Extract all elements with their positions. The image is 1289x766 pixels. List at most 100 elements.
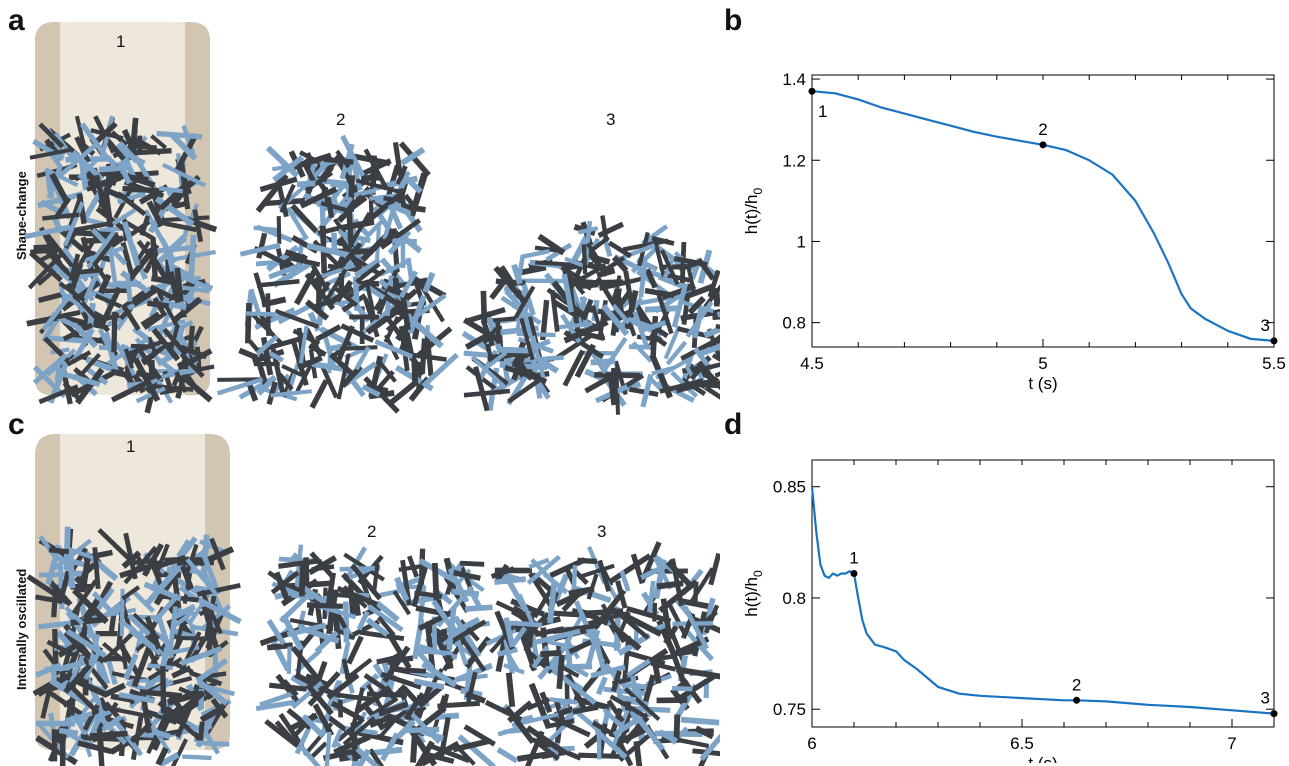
series-line	[810, 486, 1275, 715]
rod	[363, 673, 397, 698]
rod	[711, 353, 720, 362]
rod	[363, 148, 389, 191]
rod	[414, 740, 435, 766]
rod	[217, 377, 262, 382]
rod	[121, 128, 138, 155]
rod	[42, 212, 80, 221]
rod	[197, 597, 242, 625]
rod	[306, 602, 343, 609]
rod	[279, 183, 296, 214]
rod	[463, 350, 489, 358]
rod	[671, 282, 689, 328]
plot-frame	[811, 74, 1275, 348]
rod	[339, 641, 351, 675]
x-tick-label: 5	[1038, 354, 1047, 373]
rod	[323, 156, 354, 165]
rod	[298, 563, 306, 597]
rod	[116, 191, 147, 205]
rod	[298, 325, 309, 364]
rod	[143, 313, 164, 330]
rod	[410, 293, 447, 322]
rod	[71, 149, 105, 182]
rod	[256, 362, 269, 388]
rod	[245, 311, 277, 317]
rod	[270, 389, 312, 398]
rod	[79, 558, 91, 593]
rod	[399, 270, 419, 299]
rod	[350, 563, 382, 601]
rod	[155, 746, 169, 766]
rod	[525, 725, 568, 756]
rod	[616, 694, 637, 703]
rod	[314, 630, 339, 654]
rod	[336, 585, 379, 607]
rod	[46, 578, 73, 607]
rod	[209, 537, 226, 571]
rod	[671, 647, 698, 657]
rod	[58, 281, 86, 303]
rod	[685, 300, 714, 338]
rod	[86, 230, 116, 269]
rod	[90, 128, 124, 141]
rod	[345, 211, 372, 252]
rod	[268, 682, 307, 692]
rod	[413, 678, 445, 690]
y-tick-label: 0.8	[782, 314, 806, 333]
rod	[354, 346, 371, 371]
rod	[59, 142, 98, 177]
rod	[127, 338, 167, 357]
rod	[368, 748, 385, 766]
rod	[663, 325, 682, 360]
rod	[671, 685, 693, 692]
rod	[258, 313, 273, 334]
rod	[305, 683, 334, 716]
rod	[591, 720, 618, 738]
rod	[519, 317, 535, 361]
stage-label-a1: 1	[116, 32, 126, 51]
rod	[565, 673, 587, 712]
rod	[319, 261, 362, 280]
rod	[300, 745, 321, 766]
rod	[665, 559, 694, 589]
x-tick-label: 6	[807, 734, 816, 753]
rod	[592, 588, 627, 630]
rod	[465, 671, 478, 705]
rod	[268, 264, 297, 280]
rod	[497, 646, 518, 657]
rod	[682, 605, 710, 650]
rod	[117, 140, 139, 164]
rod	[67, 220, 116, 234]
rod	[547, 713, 591, 738]
rod	[288, 712, 319, 732]
rod	[286, 707, 312, 730]
rod	[178, 281, 201, 307]
rod	[626, 605, 672, 624]
rod	[77, 740, 113, 755]
rod	[164, 221, 197, 233]
rod	[601, 303, 630, 337]
marker-label: 3	[1261, 689, 1270, 708]
rod	[403, 174, 423, 194]
rod	[151, 712, 177, 725]
rod	[156, 130, 203, 140]
rod	[310, 741, 328, 759]
rod	[256, 375, 278, 396]
rod	[380, 671, 422, 690]
rod	[324, 731, 332, 766]
y-tick-label: 0.75	[773, 700, 806, 719]
rod	[51, 584, 59, 618]
rod	[281, 364, 303, 377]
rod	[286, 206, 309, 241]
rod	[526, 554, 561, 585]
rod	[80, 179, 109, 224]
rod	[509, 620, 543, 628]
rod	[455, 638, 469, 666]
rod	[46, 639, 78, 659]
rod	[326, 672, 360, 700]
rod	[624, 649, 666, 666]
rod	[176, 635, 208, 641]
rod	[625, 682, 652, 691]
rod	[464, 691, 486, 704]
rod	[340, 323, 375, 343]
rod	[607, 240, 632, 259]
